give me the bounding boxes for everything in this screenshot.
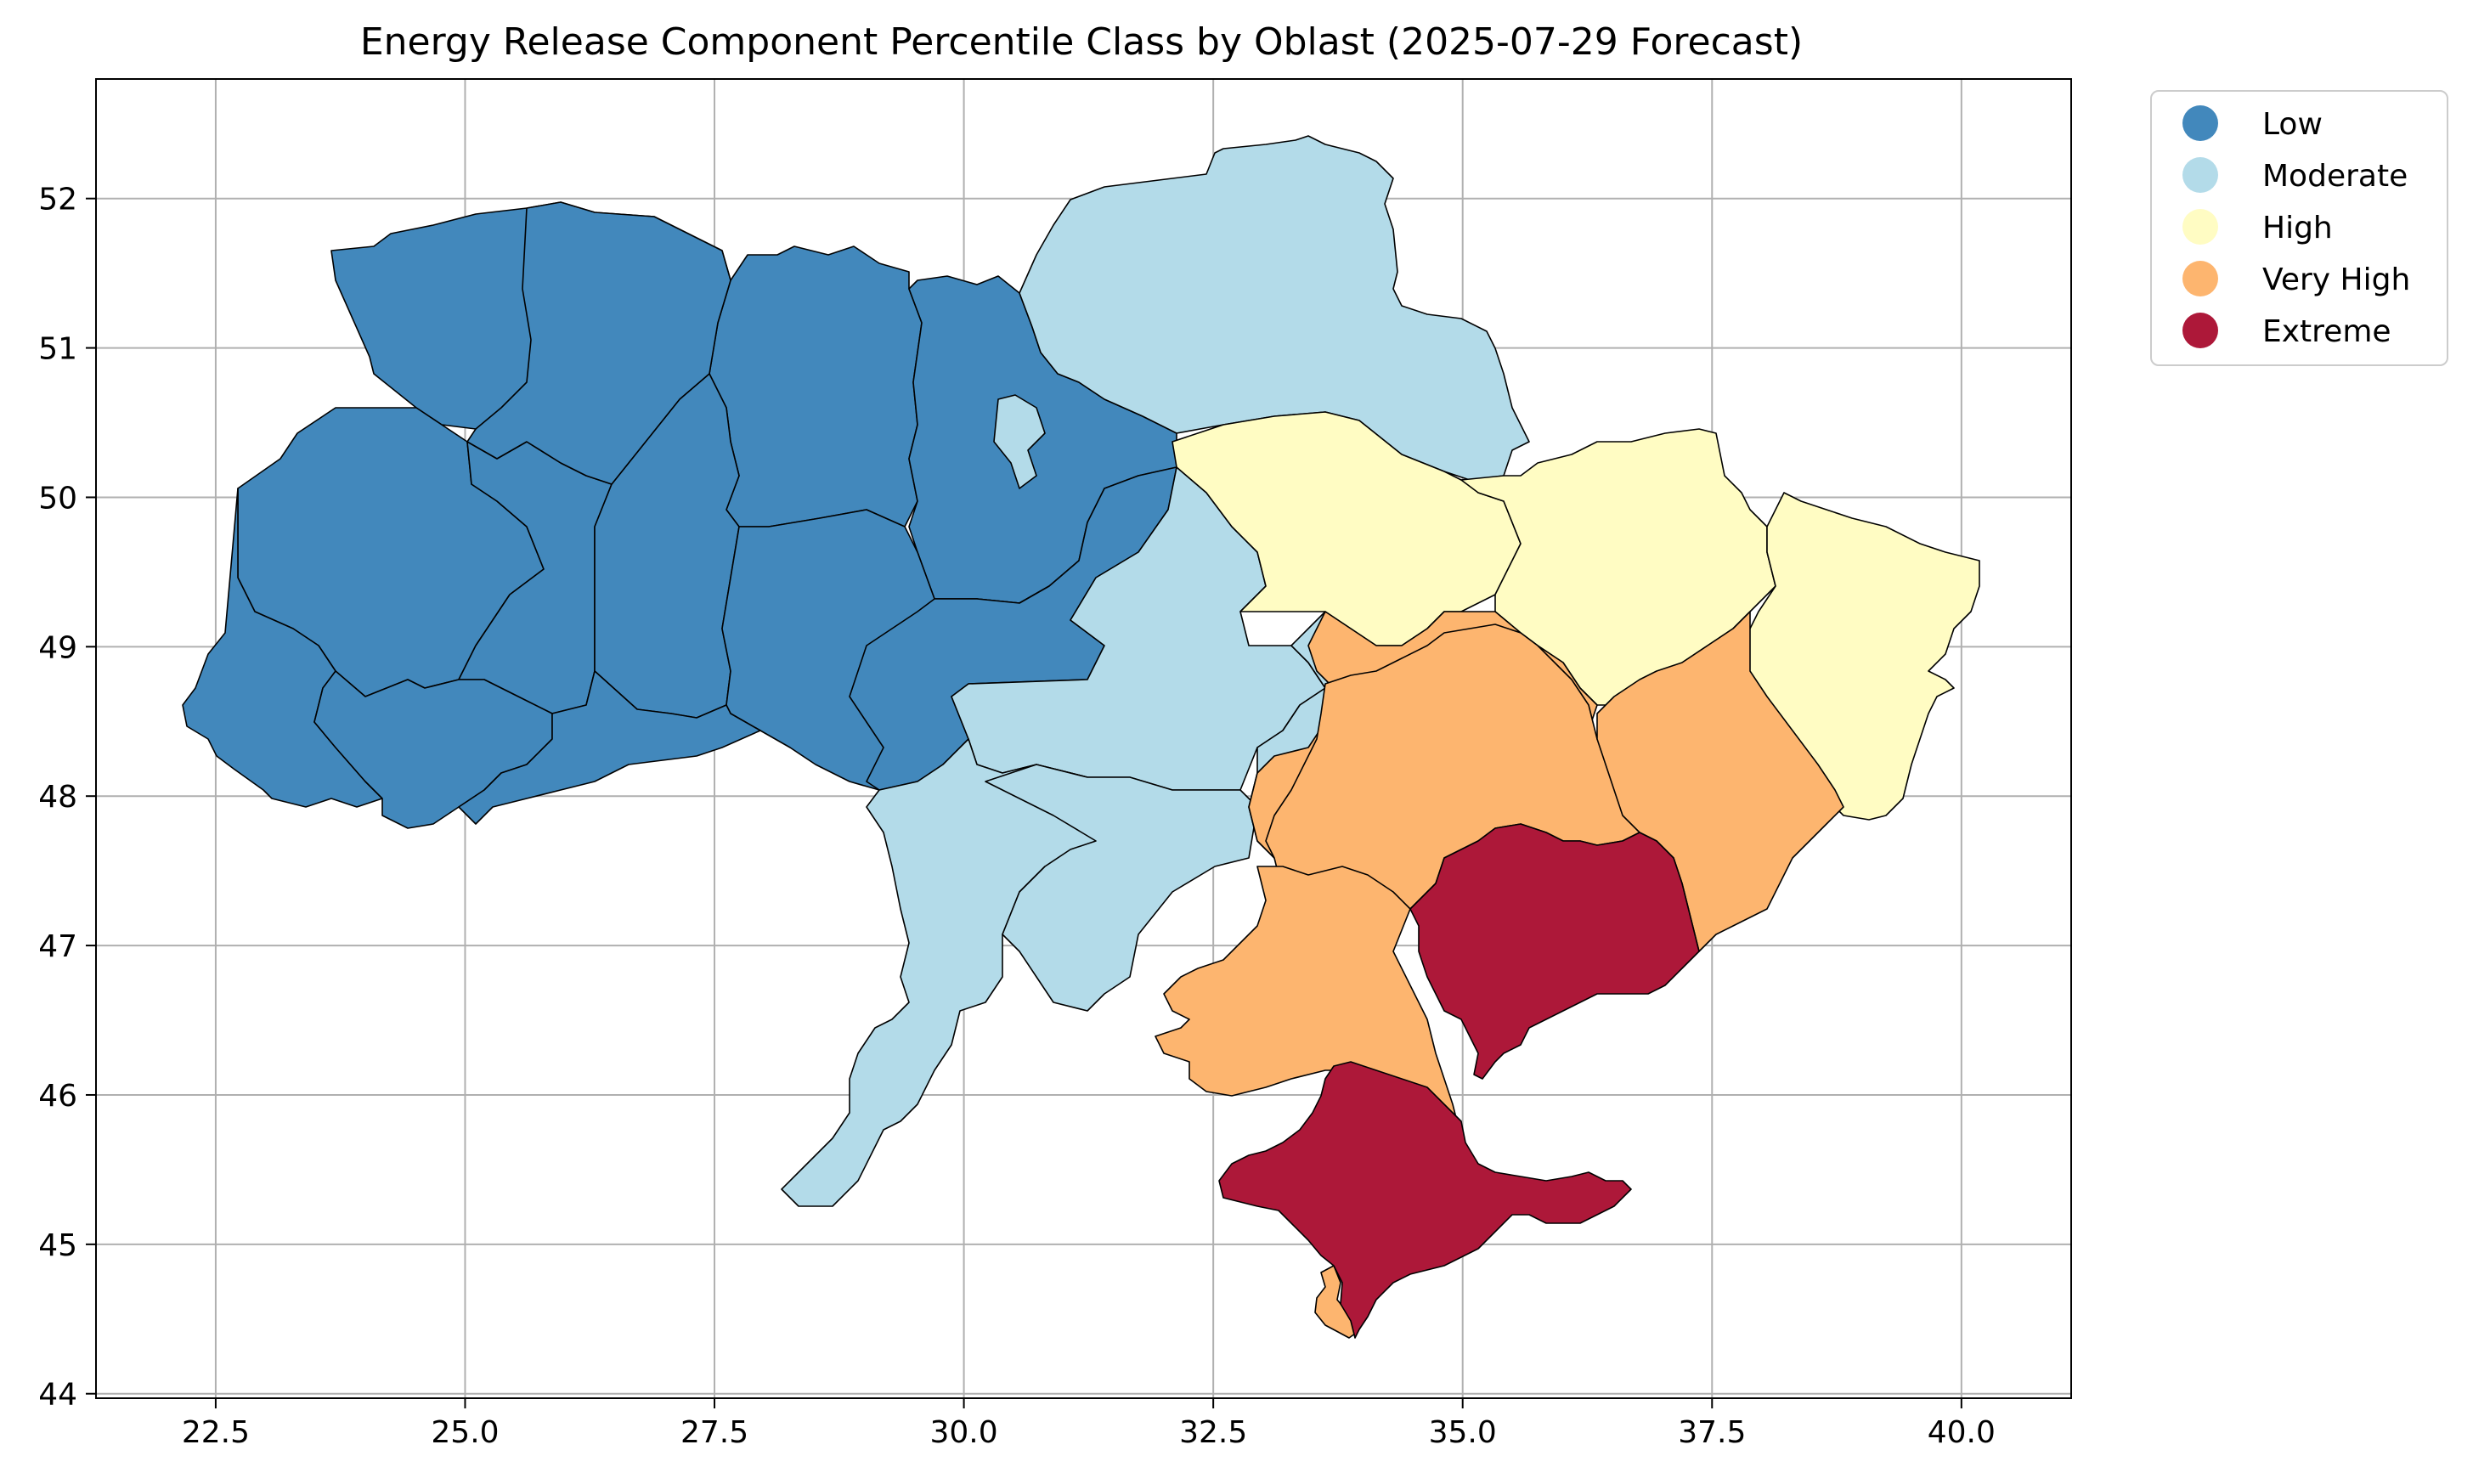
map-axes: 22.5 25.0 27.5 30.0 32.5 35.0 37.5 40.0 4445464… — [38, 78, 2072, 1450]
x-tick-label: 30.0 — [930, 1415, 998, 1450]
x-tick-label: 37.5 — [1678, 1415, 1746, 1450]
legend-label: Extreme — [2262, 314, 2391, 349]
y-tick-label: 51 — [38, 332, 77, 367]
legend-label: Very High — [2262, 262, 2410, 297]
x-tick-label: 35.0 — [1429, 1415, 1497, 1450]
region-kherson[interactable] — [1155, 866, 1462, 1139]
region-zaporizhzhia[interactable] — [1409, 823, 1700, 1080]
oblast-regions — [182, 135, 1980, 1339]
region-kyiv-city[interactable] — [993, 394, 1046, 489]
legend-label: Moderate — [2262, 159, 2408, 194]
x-tick-label: 27.5 — [680, 1415, 748, 1450]
x-tick-label: 22.5 — [182, 1415, 250, 1450]
y-tick-label: 46 — [38, 1079, 77, 1114]
y-tick-label: 44 — [38, 1378, 77, 1413]
x-axis: 22.5 25.0 27.5 30.0 32.5 35.0 37.5 40.0 — [182, 1398, 1996, 1450]
legend-marker — [2182, 157, 2218, 193]
legend-marker — [2182, 313, 2218, 348]
legend-box — [2150, 90, 2448, 366]
y-tick-label: 52 — [38, 183, 77, 217]
x-tick-label: 40.0 — [1928, 1415, 1996, 1450]
legend-item: Extreme — [2182, 313, 2391, 349]
region-donetsk[interactable] — [1596, 611, 1844, 952]
region-mykolaiv[interactable] — [985, 764, 1258, 1012]
legend: Low Moderate High Very High Extreme — [2150, 90, 2448, 366]
y-tick-label: 48 — [38, 780, 77, 815]
legend-marker — [2182, 209, 2218, 245]
legend-marker — [2182, 261, 2218, 296]
region-chernihiv[interactable] — [1019, 135, 1530, 481]
y-tick-label: 49 — [38, 630, 77, 665]
region-zhytomyr[interactable] — [709, 245, 923, 528]
legend-item: Moderate — [2182, 157, 2408, 194]
x-tick-label: 25.0 — [431, 1415, 499, 1450]
legend-item: Very High — [2182, 261, 2410, 297]
legend-marker — [2182, 105, 2218, 141]
region-zakarpattia[interactable] — [182, 488, 383, 808]
y-tick-label: 47 — [38, 929, 77, 964]
legend-label: Low — [2262, 107, 2323, 142]
legend-item: Low — [2182, 105, 2323, 142]
x-tick-label: 32.5 — [1179, 1415, 1247, 1450]
y-tick-label: 50 — [38, 481, 77, 516]
y-tick-label: 45 — [38, 1228, 77, 1263]
region-crimea[interactable] — [1218, 1061, 1632, 1339]
region-sevastopol[interactable] — [1314, 1265, 1356, 1339]
legend-label: High — [2262, 211, 2333, 245]
region-chernivtsi[interactable] — [458, 670, 761, 825]
chart-title: Energy Release Component Percentile Clas… — [360, 20, 1803, 64]
y-axis: 44 45 46 47 48 49 50 51 52 — [38, 183, 96, 1413]
axes-frame — [95, 78, 2072, 1399]
region-rivne[interactable] — [466, 201, 731, 485]
legend-item: High — [2182, 209, 2333, 245]
